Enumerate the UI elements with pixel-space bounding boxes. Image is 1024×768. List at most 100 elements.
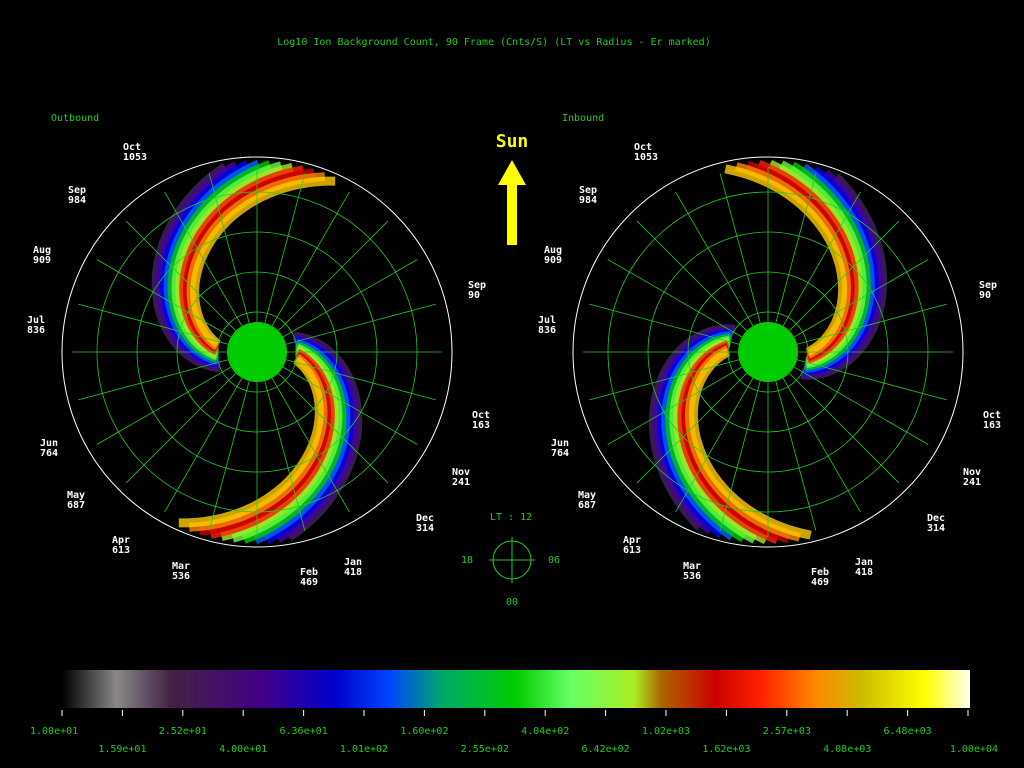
- radius-label: 418: [344, 567, 362, 578]
- colorbar-label: 4.08e+03: [823, 744, 871, 755]
- colorbar: [62, 670, 970, 708]
- grid-spoke: [796, 359, 947, 401]
- month-label: Oct: [472, 410, 490, 421]
- grid-spoke: [208, 380, 250, 531]
- grid-spoke: [125, 220, 237, 332]
- month-label: Sep: [579, 185, 597, 196]
- radius-label: 536: [683, 571, 701, 582]
- month-label: Mar: [683, 561, 701, 572]
- plots: Oct1053Sep984Aug909Jul836Jun764May687Apr…: [27, 142, 1001, 588]
- grid-spoke: [793, 259, 929, 338]
- grid-spoke: [782, 377, 861, 513]
- radius-label: 836: [27, 325, 45, 336]
- compass-label: LT : 12: [490, 512, 532, 523]
- grid-spoke: [282, 259, 418, 338]
- grid-spoke: [793, 366, 929, 445]
- outer-ring: [61, 156, 453, 548]
- grid-spoke: [282, 366, 418, 445]
- month-label: Feb: [300, 567, 318, 578]
- month-label: Jul: [538, 315, 556, 326]
- radius-label: 418: [855, 567, 873, 578]
- radius-label: 909: [544, 255, 562, 266]
- grid-spoke: [782, 191, 861, 327]
- sun-label: Sun: [496, 131, 529, 152]
- colorbar-label: 1.01e+02: [340, 744, 388, 755]
- grid-spoke: [164, 191, 243, 327]
- grid-spoke: [208, 173, 250, 324]
- radius-label: 613: [112, 545, 130, 556]
- radius-label: 469: [300, 577, 318, 588]
- grid-spoke: [285, 303, 436, 345]
- grid-spoke: [589, 359, 740, 401]
- radius-label: 90: [468, 290, 480, 301]
- grid-spoke: [277, 220, 389, 332]
- grid-spoke: [277, 372, 389, 484]
- radius-label: 241: [452, 477, 470, 488]
- radius-label: 163: [983, 420, 1001, 431]
- radius-label: 687: [67, 500, 85, 511]
- radius-label: 469: [811, 577, 829, 588]
- polar-plot: Oct1053Sep984Aug909Jul836Jun764May687Apr…: [27, 142, 490, 588]
- month-label: Aug: [544, 245, 562, 256]
- grid-spoke: [285, 359, 436, 401]
- colorbar-label: 6.36e+01: [280, 726, 328, 737]
- grid-spoke: [719, 173, 761, 324]
- grid-spoke: [589, 303, 740, 345]
- colorbar-label: 2.57e+03: [763, 726, 811, 737]
- radius-label: 836: [538, 325, 556, 336]
- grid-spoke: [675, 191, 754, 327]
- radius-label: 764: [40, 448, 58, 459]
- colorbar-label: 4.00e+01: [219, 744, 267, 755]
- colorbar-label: 1.00e+04: [950, 744, 998, 755]
- title: Log10 Ion Background Count, 90 Frame (Cn…: [277, 37, 710, 48]
- planet: [738, 322, 798, 382]
- month-label: Oct: [634, 142, 652, 153]
- month-label: Jun: [551, 438, 569, 449]
- month-label: Sep: [979, 280, 997, 291]
- grid-spoke: [96, 366, 232, 445]
- spiral-band: [724, 164, 848, 356]
- compass-label: 06: [548, 555, 560, 566]
- month-label: Apr: [623, 535, 641, 546]
- grid-spoke: [607, 366, 743, 445]
- radius-label: 241: [963, 477, 981, 488]
- colorbar-label: 6.42e+02: [582, 744, 630, 755]
- grid-spoke: [775, 380, 817, 531]
- colorbar-label: 1.00e+01: [30, 726, 78, 737]
- colorbar-ticks: 1.00e+01 1.59e+01 2.52e+01 4.00e+01 6.36e+01…: [30, 710, 998, 755]
- radius-label: 613: [623, 545, 641, 556]
- radius-label: 314: [416, 523, 434, 534]
- month-label: Aug: [33, 245, 51, 256]
- radius-label: 687: [578, 500, 596, 511]
- planet: [227, 322, 287, 382]
- spiral-band: [190, 176, 336, 348]
- colorbar-label: 2.52e+01: [159, 726, 207, 737]
- month-label: May: [578, 490, 596, 501]
- month-label: Jan: [855, 557, 873, 568]
- colorbar-label: 6.48e+03: [884, 726, 932, 737]
- compass-label: 00: [506, 597, 518, 608]
- plot-title: Outbound: [51, 113, 99, 124]
- radius-label: 764: [551, 448, 569, 459]
- grid-spoke: [125, 372, 237, 484]
- month-label: Sep: [468, 280, 486, 291]
- plot-title: Inbound: [562, 113, 604, 124]
- sun-arrow: [498, 160, 526, 245]
- colorbar-label: 1.60e+02: [400, 726, 448, 737]
- grid-spoke: [164, 377, 243, 513]
- month-label: Jun: [40, 438, 58, 449]
- grid-spoke: [264, 173, 306, 324]
- month-label: Nov: [452, 467, 470, 478]
- grid-spoke: [636, 372, 748, 484]
- radius-label: 909: [33, 255, 51, 266]
- outer-ring: [572, 156, 964, 548]
- grid-spoke: [264, 380, 306, 531]
- colorbar-label: 1.59e+01: [98, 744, 146, 755]
- radius-label: 163: [472, 420, 490, 431]
- radius-label: 1053: [123, 152, 147, 163]
- grid-spoke: [96, 259, 232, 338]
- grid-spoke: [675, 377, 754, 513]
- month-label: Oct: [123, 142, 141, 153]
- radius-label: 314: [927, 523, 945, 534]
